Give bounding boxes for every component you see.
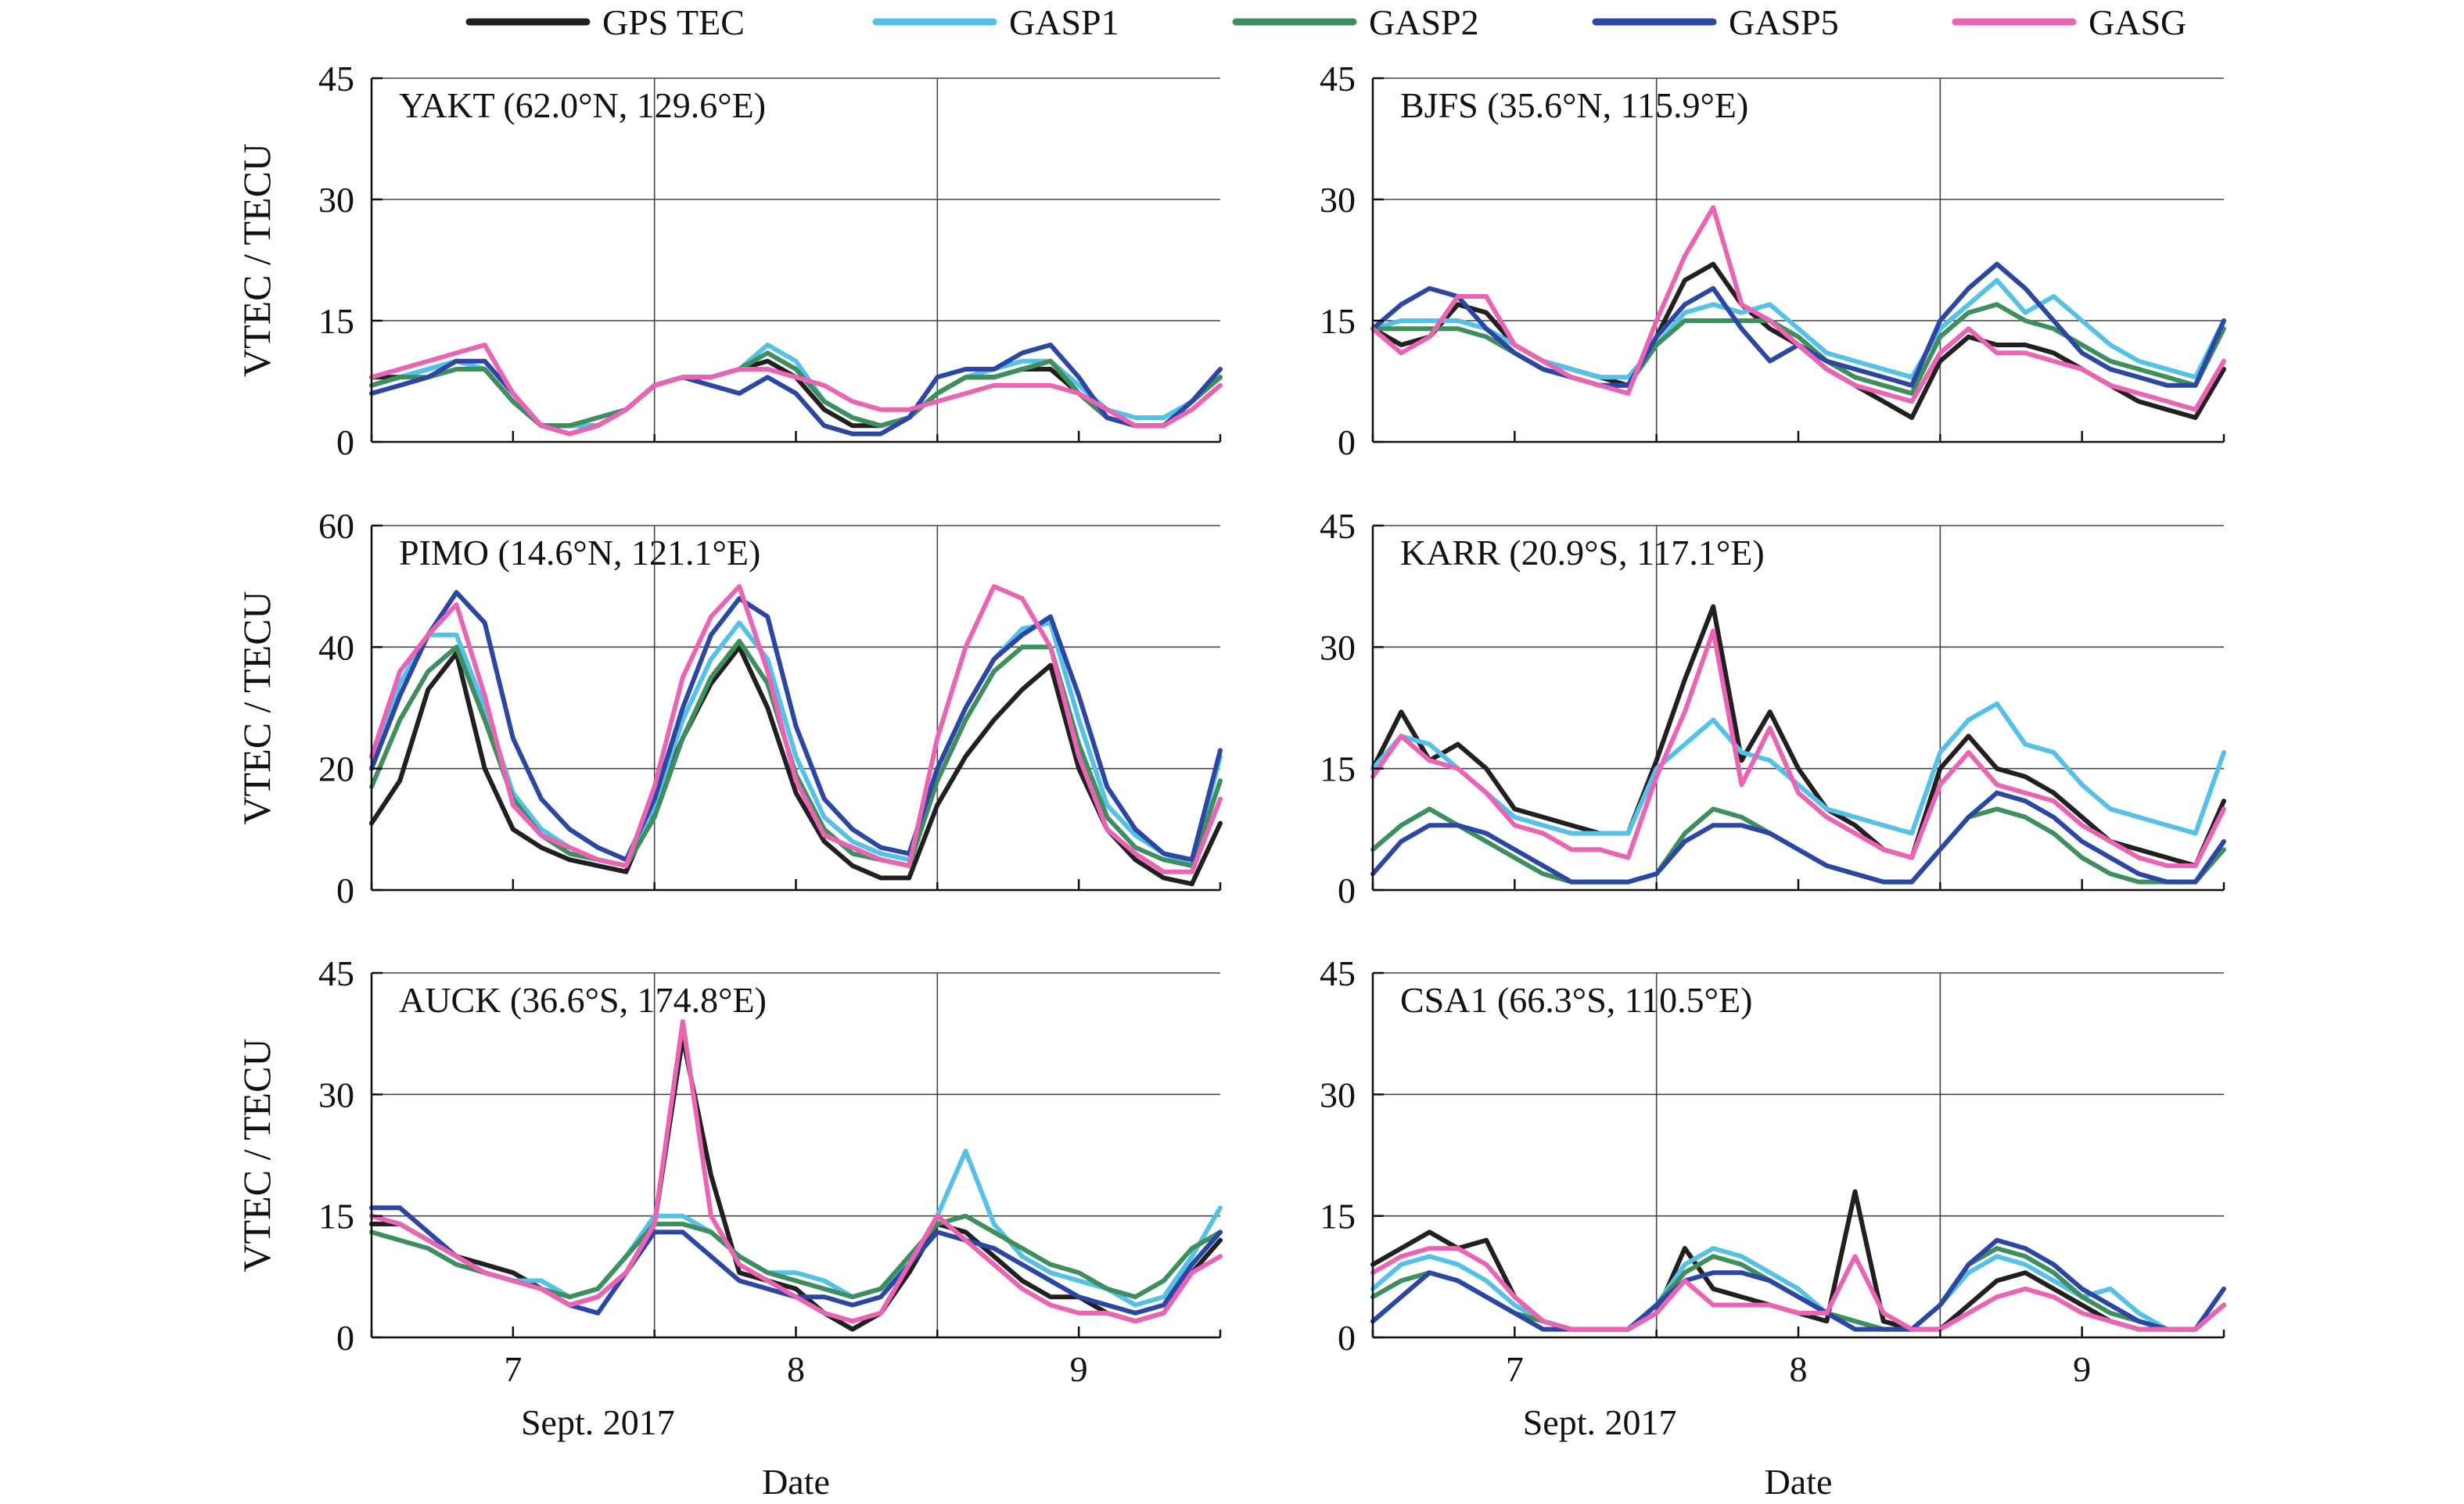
y-tick-label: 0 xyxy=(336,1318,354,1358)
y-tick-label: 0 xyxy=(1338,422,1356,462)
series-line-gasp2 xyxy=(1370,806,2226,885)
series-line-gasg xyxy=(1370,205,2226,412)
panel-csa1: 0 15 30 45 7 8 9 Sept. 2017 Date CSA1 (66.3°S, 11… xyxy=(1320,953,2226,1502)
y-tick-label: 30 xyxy=(318,180,354,220)
series-line-gasg xyxy=(1370,1246,2226,1332)
legend-item-gasp1: GASP1 xyxy=(872,2,1119,42)
y-tick-label: 40 xyxy=(318,627,354,667)
y-tick-label: 45 xyxy=(1320,953,1356,993)
x-tick-label: 9 xyxy=(1070,1349,1088,1389)
x-axis-title: Date xyxy=(762,1462,830,1502)
legend-label: GASP2 xyxy=(1369,2,1479,42)
x-tick-label: 9 xyxy=(2073,1349,2091,1389)
y-tick-label: 45 xyxy=(1320,506,1356,546)
series-line-gasp5 xyxy=(369,343,1223,436)
panel-title: CSA1 (66.3°S, 110.5°E) xyxy=(1400,980,1752,1020)
y-tick-label: 0 xyxy=(1338,1318,1356,1358)
panel-yakt: 0 15 30 45 VTEC / TECU YAKT (62.0°N, 129.6°E) xyxy=(235,59,1223,462)
y-tick-label: 30 xyxy=(1320,180,1356,220)
series-line-gps-tec xyxy=(1370,1189,2226,1332)
y-tick-label: 0 xyxy=(336,870,354,910)
panel-pimo: 0 20 40 60 VTEC / TECU PIMO (14.6°N, 121.1°E) xyxy=(235,506,1223,910)
legend: GPS TEC GASP1 GASP2 GASP5 GASG xyxy=(465,2,2186,42)
legend-item-gasg: GASG xyxy=(1952,2,2186,42)
panel-bjfs: 0 15 30 45 BJFS (35.6°N, 115.9°E) xyxy=(1320,59,2226,462)
y-tick-label: 0 xyxy=(336,422,354,462)
y-tick-label: 30 xyxy=(1320,627,1356,667)
series-line-gasp5 xyxy=(1370,1237,2226,1332)
y-tick-label: 15 xyxy=(1320,749,1356,789)
series-line-gasp1 xyxy=(1370,701,2226,836)
series-line-gasg xyxy=(1370,628,2226,868)
legend-label: GASG xyxy=(2089,2,2186,42)
y-tick-label: 15 xyxy=(318,1197,354,1237)
series-line-gps-tec xyxy=(1370,604,2226,868)
panel-title: PIMO (14.6°N, 121.1°E) xyxy=(399,533,760,573)
legend-item-gps-tec: GPS TEC xyxy=(465,2,745,42)
y-tick-label: 20 xyxy=(318,749,354,789)
panel-karr: 0 15 30 45 KARR (20.9°S, 117.1°E) xyxy=(1320,506,2226,910)
x-tick-label: 8 xyxy=(787,1349,805,1389)
y-axis-title: VTEC / TECU xyxy=(235,1038,278,1272)
series-line-gasg xyxy=(369,343,1223,436)
y-tick-label: 45 xyxy=(318,59,354,99)
y-axis-title: VTEC / TECU xyxy=(235,143,278,377)
y-tick-label: 45 xyxy=(318,953,354,993)
y-tick-label: 60 xyxy=(318,506,354,546)
panel-auck: 0 15 30 45 7 8 9 Sept. 2017 Date VTEC / TECU AUCK … xyxy=(235,953,1223,1502)
legend-label: GPS TEC xyxy=(602,2,745,42)
series-line-gps-tec xyxy=(369,644,1223,887)
legend-item-gasp5: GASP5 xyxy=(1592,2,1839,42)
y-tick-label: 15 xyxy=(1320,301,1356,341)
x-sublabel: Sept. 2017 xyxy=(521,1402,675,1442)
panel-title: YAKT (62.0°N, 129.6°E) xyxy=(399,85,766,125)
y-tick-label: 30 xyxy=(1320,1075,1356,1115)
x-sublabel: Sept. 2017 xyxy=(1523,1402,1677,1442)
x-tick-label: 7 xyxy=(1506,1349,1524,1389)
series-line-gasg xyxy=(369,583,1223,874)
y-tick-label: 15 xyxy=(1320,1197,1356,1237)
legend-item-gasp2: GASP2 xyxy=(1232,2,1479,42)
panel-title: AUCK (36.6°S, 174.8°E) xyxy=(399,980,767,1020)
y-tick-label: 15 xyxy=(318,301,354,341)
chart-panels: 0 15 30 45 VTEC / TECU YAKT (62.0°N, 129.6°E)… xyxy=(235,59,2226,1502)
legend-label: GASP1 xyxy=(1009,2,1119,42)
series-line-gasg xyxy=(369,1019,1223,1324)
y-tick-label: 45 xyxy=(1320,59,1356,99)
panel-title: KARR (20.9°S, 117.1°E) xyxy=(1400,533,1765,573)
y-tick-label: 0 xyxy=(1338,870,1356,910)
x-tick-label: 8 xyxy=(1790,1349,1808,1389)
series-line-gasp5 xyxy=(369,590,1223,863)
panel-title: BJFS (35.6°N, 115.9°E) xyxy=(1400,85,1748,125)
x-tick-label: 7 xyxy=(504,1349,522,1389)
series-line-gasp5 xyxy=(1370,790,2226,885)
y-tick-label: 30 xyxy=(318,1075,354,1115)
y-axis-title: VTEC / TECU xyxy=(235,590,278,824)
x-axis-title: Date xyxy=(1765,1462,1833,1502)
legend-label: GASP5 xyxy=(1729,2,1839,42)
